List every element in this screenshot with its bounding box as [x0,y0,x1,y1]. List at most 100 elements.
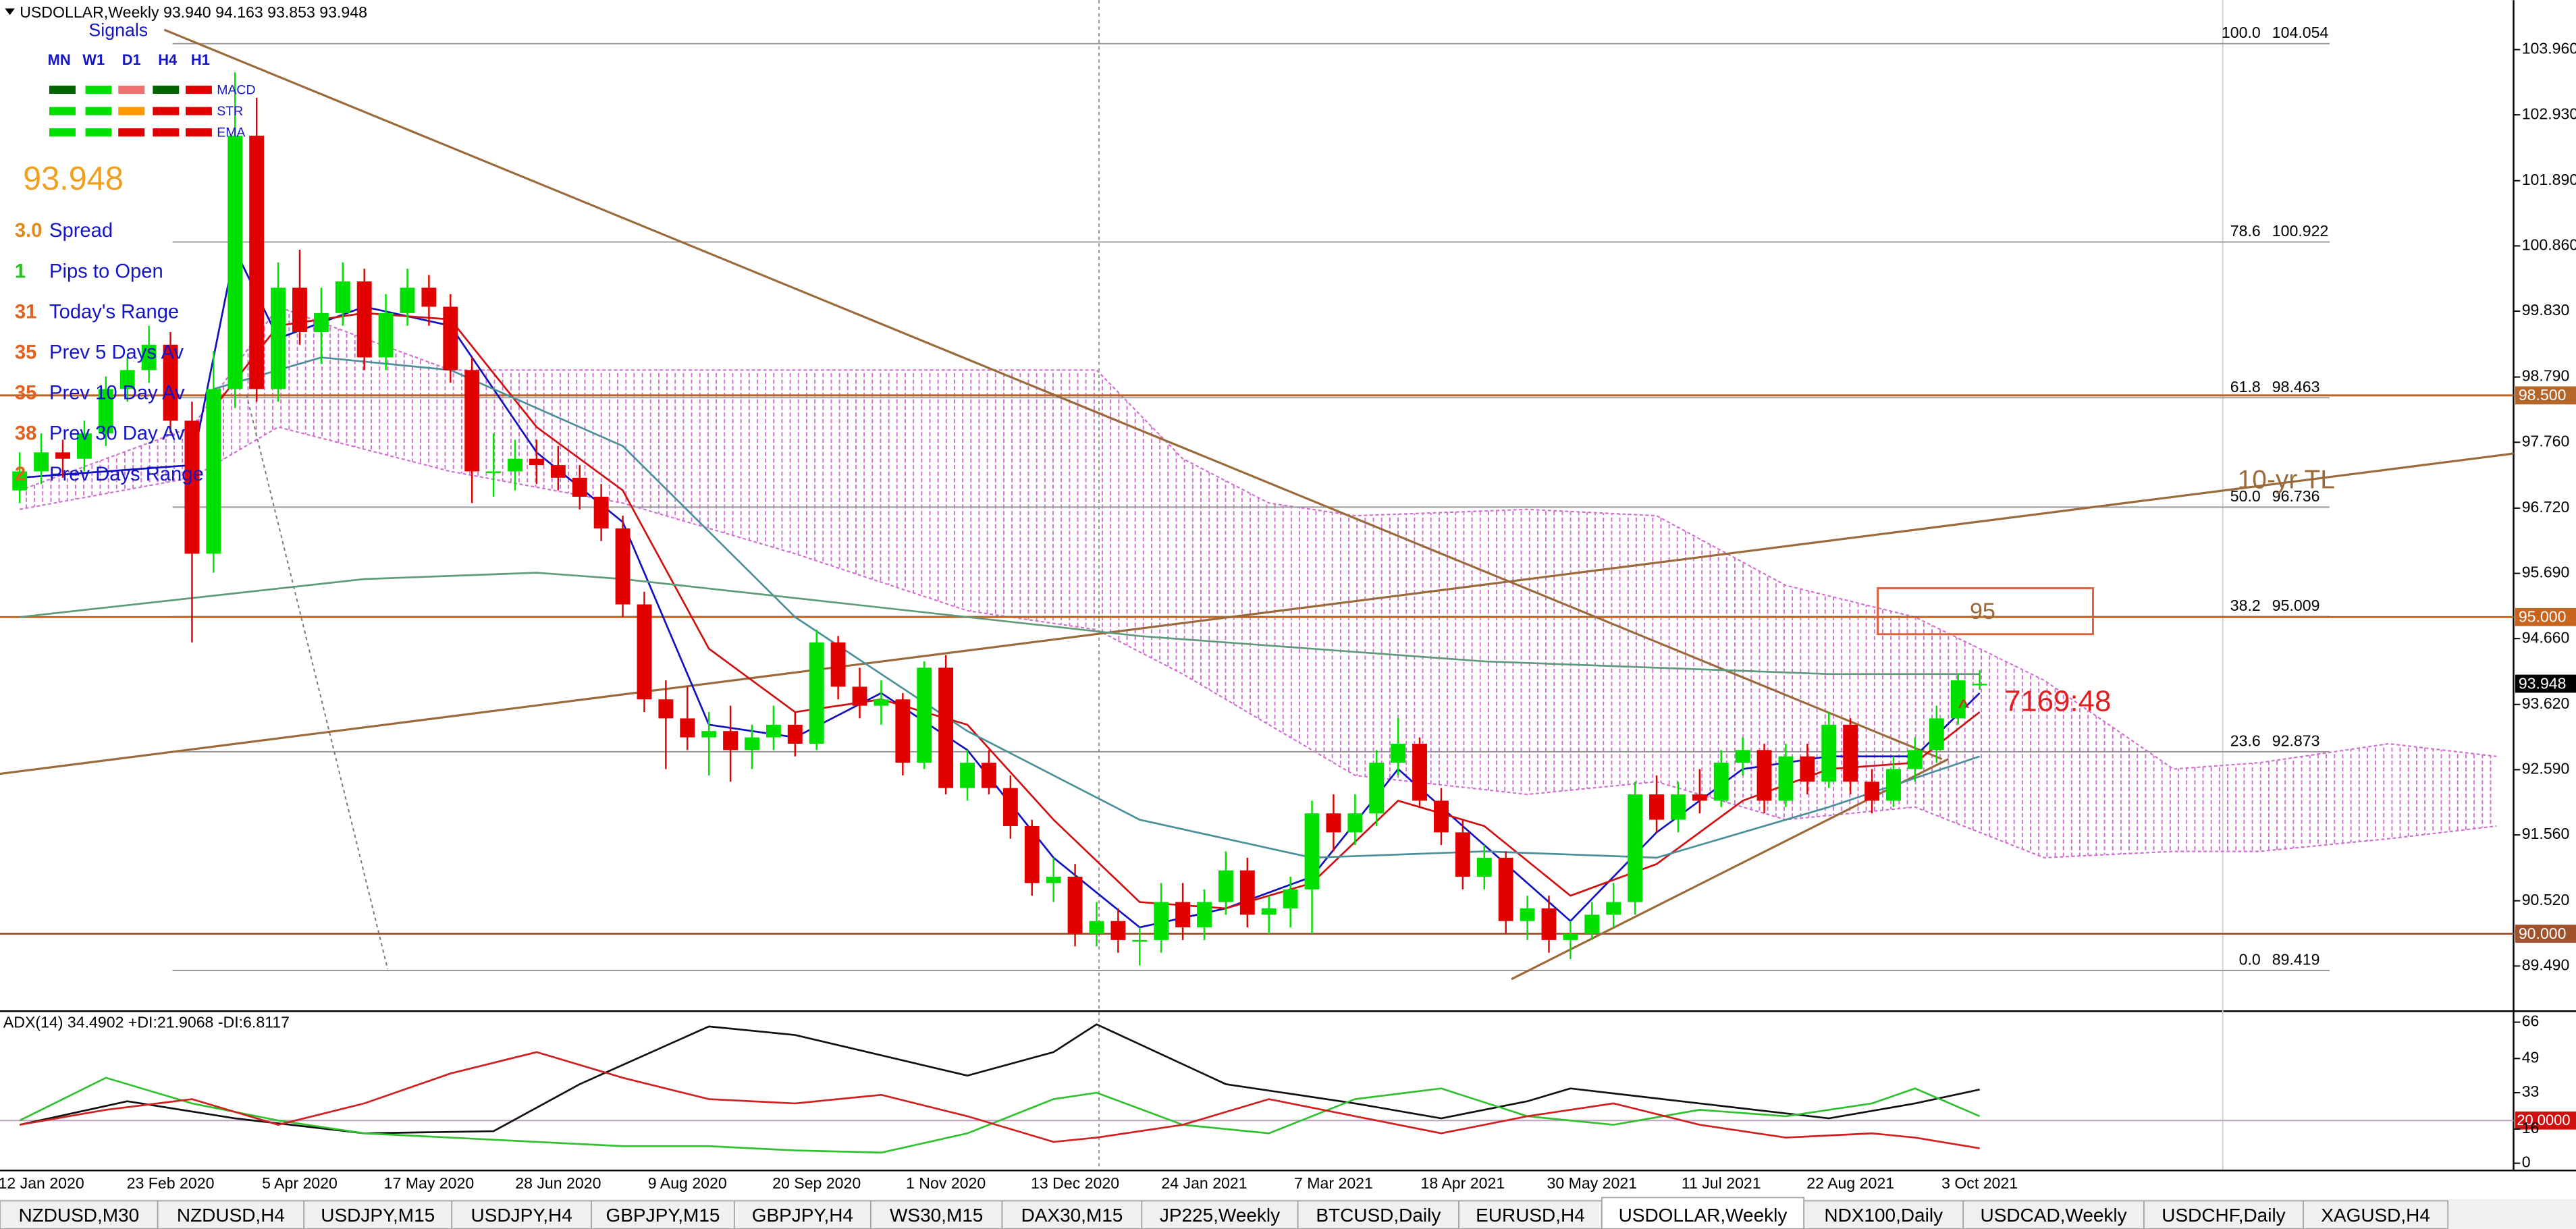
fib-level: 0.0 [2239,950,2261,968]
candle-body [1154,902,1169,940]
candle-body [1261,908,1277,915]
fib-level: 38.2 [2230,597,2261,614]
candle-body [1541,908,1557,940]
candle-body [1692,794,1707,801]
signal-block [186,107,212,115]
tab-label[interactable]: NZDUSD,M30 [18,1205,139,1226]
tab-label[interactable]: JP225,Weekly [1160,1205,1280,1226]
tab[interactable] [1962,1200,2145,1229]
tab-label[interactable]: USDJPY,M15 [321,1205,435,1226]
tab-label[interactable]: XAGUSD,H4 [2321,1205,2430,1226]
tab-label[interactable]: USDCHF,Daily [2162,1205,2285,1226]
signal-block [49,128,76,137]
candle-body [486,471,502,473]
candle-body [701,731,717,738]
fib-level: 100.0 [2222,24,2261,41]
collapse-arrow[interactable] [5,8,15,16]
tab[interactable] [157,1200,305,1229]
candle-body [1369,763,1385,814]
candle-body [1907,750,1923,769]
tab-label[interactable]: BTCUSD,Daily [1316,1205,1441,1226]
candle-body [637,604,652,700]
candle-body [1197,902,1212,928]
fib-price: 89.419 [2272,950,2320,968]
target-box [1877,587,2094,636]
tab-bar: NZDUSD,M30 NZDUSD,H4 USDJPY,M15 USDJPY,H4 GB… [0,1197,2576,1229]
tab[interactable] [1803,1200,1964,1229]
tab-label[interactable]: WS30,M15 [890,1205,983,1226]
stat-value: 35 [15,342,36,364]
candle-body [271,288,286,389]
x-tick-label: 13 Dec 2020 [1031,1174,1119,1192]
tab[interactable] [591,1200,735,1229]
y-tick-label: 97.760 [2522,432,2570,449]
candle-body [508,458,522,472]
candle-timer: 7169:48 [2004,684,2111,717]
tab-label[interactable]: GBPJPY,M15 [606,1205,720,1226]
fib-price: 98.463 [2272,378,2320,395]
x-tick-label: 7 Mar 2021 [1294,1174,1373,1192]
y-tick-label: 90.520 [2522,891,2570,908]
tab-label[interactable]: NZDUSD,H4 [177,1205,285,1226]
x-tick-label: 20 Sep 2020 [772,1174,861,1192]
candle-body [960,763,975,788]
level-label: 98.500 [2519,386,2567,404]
candle-body [981,763,996,788]
tab[interactable] [1141,1200,1299,1229]
signal-block [85,107,112,115]
candle-body [184,420,200,554]
tab[interactable] [2303,1200,2449,1229]
candle-body [1778,756,1794,801]
tab[interactable] [303,1200,453,1229]
arrow-note: ^ [1958,696,1969,721]
adx-y-tick-label: 16 [2522,1119,2540,1137]
candle-body [1002,788,1018,826]
indicator-line [213,312,1981,910]
long-trendline [0,452,2514,775]
adx-line [19,1076,1981,1154]
tab-label[interactable]: GBPJPY,H4 [752,1205,853,1226]
stat-label: Prev 30 Day Av [49,423,185,445]
cloud-fill [20,306,2497,858]
tab-label[interactable]: DAX30,M15 [1021,1205,1123,1226]
x-tick-label: 17 May 2020 [384,1174,475,1192]
y-tick-label: 100.860 [2522,236,2576,254]
candle-body [1326,813,1341,833]
candle-body [421,288,437,307]
candle-body [658,699,674,719]
y-tick-label: 96.720 [2522,498,2570,516]
chart-header: USDOLLAR,Weekly 93.940 94.163 93.853 93.… [20,3,367,21]
candle-body [34,452,49,472]
tab-label[interactable]: NDX100,Daily [1824,1205,1943,1226]
fib-price: 100.922 [2272,222,2329,240]
candle-body [1132,939,1148,942]
indicator-label: STR [217,104,243,119]
cloud-layer [19,306,2497,858]
candle-body [1476,857,1492,877]
tab-label[interactable]: EURUSD,H4 [1476,1205,1585,1226]
indicator-line [20,572,1980,676]
down-trendline [163,28,1943,761]
stat-value: 2 [15,464,26,485]
tab-label[interactable]: USDCAD,Weekly [1981,1205,2127,1226]
candle-body [378,312,394,358]
candle-body [572,477,587,497]
level-label-box [2515,386,2576,405]
level-label-box [2515,925,2576,943]
tab[interactable] [1297,1200,1459,1229]
tab-label[interactable]: USDOLLAR,Weekly [1619,1205,1788,1226]
candle-body [529,458,544,466]
fib-level: 61.8 [2230,378,2261,395]
signal-block [49,85,76,94]
fib-level: 50.0 [2230,487,2261,505]
candle-body [830,642,846,687]
axes: 98.500 95.000 90.000 103.960 102.930 101.890 1… [0,40,2576,1192]
signal-block [118,107,145,115]
x-tick-label: 11 Jul 2021 [1682,1174,1761,1192]
tab-label[interactable]: USDJPY,H4 [471,1205,572,1226]
trendline-note: 10-yr TL [2238,466,2335,495]
adx-y-tick-label: 49 [2522,1049,2540,1066]
fib-price: 95.009 [2272,597,2320,614]
stat-label: Spread [49,220,113,242]
y-tick-label: 91.560 [2522,825,2570,842]
